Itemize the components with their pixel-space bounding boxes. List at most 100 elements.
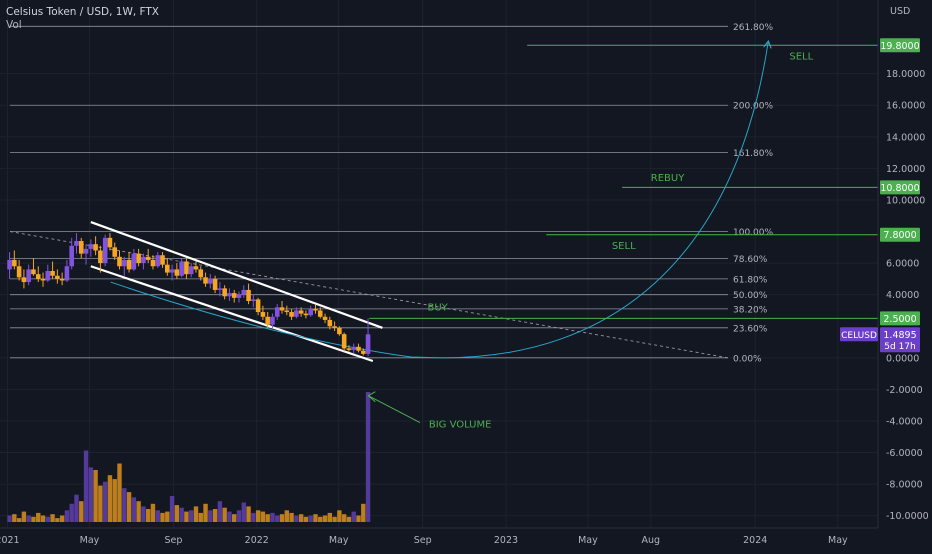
- candle-body: [112, 247, 118, 257]
- volume-bar: [217, 501, 223, 522]
- candle-body: [26, 269, 31, 283]
- candle-body: [208, 278, 213, 284]
- big-volume-arrowhead: [367, 391, 376, 403]
- fib-level-label: 161.80%: [733, 149, 773, 159]
- price-level-value: 10.8000: [880, 183, 919, 194]
- candle-body: [193, 266, 199, 270]
- time-tick-label: May: [329, 535, 349, 546]
- time-tick-label: Sep: [414, 535, 432, 546]
- time-tick-label: Sep: [164, 535, 182, 546]
- candle-body: [188, 266, 194, 275]
- candle-body: [40, 278, 46, 281]
- time-tick-label: May: [80, 535, 100, 546]
- signal-label-sell: SELL: [789, 51, 813, 62]
- volume-bar: [165, 511, 170, 522]
- candle-body: [16, 266, 22, 278]
- candle-body: [78, 241, 84, 254]
- volume-bar: [279, 514, 285, 522]
- candle-body: [59, 278, 65, 281]
- candle-body: [332, 326, 337, 328]
- candle-body: [126, 259, 132, 270]
- candle-body: [217, 288, 223, 290]
- volume-bar: [179, 507, 184, 522]
- candle-body: [174, 269, 180, 276]
- time-tick-label: May: [828, 535, 848, 546]
- fib-level-label: 200.00%: [733, 102, 773, 112]
- volume-bar: [26, 515, 31, 522]
- candle-body: [308, 308, 313, 316]
- volume-bar: [16, 518, 22, 522]
- volume-bar: [303, 516, 309, 522]
- candle-body: [241, 289, 247, 295]
- volume-bar: [222, 507, 227, 522]
- price-level-tag: [880, 38, 920, 53]
- volume-bar: [126, 492, 132, 522]
- volume-bar: [174, 505, 180, 522]
- candle-body: [356, 346, 361, 351]
- candle-body: [83, 248, 89, 254]
- candle-body: [337, 327, 342, 335]
- fib-level-label: 50.00%: [733, 291, 768, 301]
- fib-level-label: 261.80%: [733, 23, 773, 33]
- time-tick-label: Aug: [641, 535, 660, 546]
- price-tick-label: -8.0000: [886, 480, 923, 491]
- volume-bar: [55, 518, 60, 522]
- volume-bar: [184, 511, 189, 522]
- candle-body: [121, 259, 127, 267]
- candle-body: [303, 313, 309, 316]
- candle-body: [313, 308, 318, 311]
- signal-label-buy: BUY: [427, 302, 448, 313]
- candle-body: [294, 310, 299, 317]
- candle-body: [274, 307, 280, 317]
- volume-bar: [227, 511, 232, 522]
- current-price-tag: [880, 327, 920, 353]
- signal-label-rebuy: REBUY: [651, 173, 685, 184]
- volume-bar: [107, 475, 113, 522]
- volume-bar: [255, 510, 261, 522]
- candle-body: [179, 261, 184, 276]
- candle-body: [107, 237, 113, 248]
- time-tick-label: 2021: [0, 535, 20, 546]
- candle-body: [88, 244, 94, 249]
- candle-body: [265, 316, 270, 325]
- symbol-title: Celsius Token / USD, 1W, FTX: [6, 6, 159, 18]
- candle-body: [50, 271, 55, 276]
- candle-body: [203, 277, 208, 284]
- projection-curve: [110, 42, 769, 359]
- time-tick-label: 2024: [743, 535, 767, 546]
- big-volume-arrow-line: [368, 395, 421, 423]
- candle-body: [322, 316, 328, 320]
- candle-body: [236, 294, 242, 298]
- volume-bar: [356, 515, 361, 522]
- volume-bar: [188, 510, 194, 522]
- candle-body: [169, 269, 175, 273]
- candle-body: [279, 307, 285, 311]
- candle-body: [289, 312, 294, 317]
- candle-body: [198, 269, 204, 278]
- current-price-value: 1.4895: [883, 330, 916, 341]
- volume-bar: [50, 514, 55, 522]
- volume-bar: [145, 509, 151, 522]
- price-level-tag: [880, 311, 920, 326]
- fib-level-label: 38.20%: [733, 305, 768, 315]
- volume-bar: [337, 510, 342, 522]
- candle-body: [69, 245, 74, 267]
- volume-bar: [59, 515, 65, 522]
- candle-body: [74, 241, 79, 246]
- candle-body: [141, 256, 146, 264]
- symbol-badge: [840, 327, 878, 342]
- price-tick-label: 4.0000: [886, 290, 919, 301]
- candle-body: [55, 275, 60, 279]
- price-axis-background: [878, 0, 932, 550]
- candle-body: [317, 310, 323, 317]
- fib-level-label: 0.00%: [733, 354, 762, 364]
- price-level-value: 19.8000: [880, 41, 919, 52]
- volume-bar: [198, 512, 203, 522]
- volume-bar: [31, 516, 36, 522]
- price-tick-label: 0.0000: [886, 353, 919, 364]
- candle-body: [212, 278, 218, 290]
- big-volume-label: BIG VOLUME: [429, 420, 492, 431]
- price-level-value: 7.8000: [883, 230, 916, 241]
